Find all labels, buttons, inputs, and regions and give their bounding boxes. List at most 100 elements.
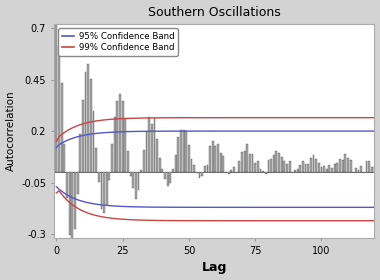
Bar (154, 118, 155, 172)
Bar (175, 155, 177, 172)
Bar (87, 64, 89, 172)
Bar (130, 172, 131, 176)
Bar (297, 169, 299, 172)
Bar (106, 172, 108, 206)
Bar (196, 172, 198, 173)
Bar (350, 160, 352, 172)
Bar (114, 117, 116, 172)
Bar (71, 172, 73, 251)
Bar (305, 164, 306, 172)
Bar (244, 151, 245, 172)
Bar (201, 172, 203, 176)
Bar (313, 155, 314, 172)
Bar (315, 158, 317, 172)
Bar (191, 159, 193, 172)
Bar (230, 170, 232, 172)
Bar (95, 148, 97, 172)
Bar (336, 163, 338, 172)
Bar (366, 162, 367, 172)
Bar (162, 169, 163, 172)
Bar (108, 172, 110, 180)
Bar (347, 158, 349, 172)
Bar (326, 169, 328, 172)
Bar (318, 163, 320, 172)
Bar (249, 154, 251, 172)
Bar (331, 168, 333, 172)
Bar (90, 79, 92, 172)
Bar (143, 150, 145, 172)
Bar (116, 101, 118, 172)
Bar (148, 117, 150, 172)
Bar (122, 101, 124, 172)
Bar (342, 160, 344, 172)
Bar (214, 146, 216, 172)
Bar (276, 151, 277, 172)
Bar (283, 161, 285, 172)
Bar (169, 172, 171, 183)
Bar (323, 166, 325, 172)
Bar (156, 139, 158, 172)
Bar (358, 169, 359, 172)
Bar (299, 165, 301, 172)
Bar (159, 158, 161, 172)
Bar (268, 160, 269, 172)
Bar (310, 158, 312, 172)
Bar (124, 118, 126, 172)
Bar (61, 83, 63, 172)
Bar (69, 172, 71, 235)
Bar (273, 155, 275, 172)
Bar (151, 124, 153, 172)
Bar (257, 161, 259, 172)
Bar (172, 169, 174, 172)
Bar (209, 146, 211, 172)
Legend: 95% Confidence Band, 99% Confidence Band: 95% Confidence Band, 99% Confidence Band (58, 28, 178, 56)
Bar (93, 111, 95, 172)
Bar (180, 130, 182, 172)
Bar (135, 172, 137, 199)
Bar (188, 145, 190, 172)
Bar (233, 167, 235, 172)
Bar (363, 172, 365, 173)
Bar (252, 154, 253, 172)
Title: Southern Oscillations: Southern Oscillations (148, 6, 280, 18)
Bar (289, 161, 291, 172)
Bar (74, 172, 76, 230)
Bar (278, 153, 280, 172)
Bar (254, 164, 256, 172)
Bar (58, 46, 60, 172)
Bar (286, 164, 288, 172)
Bar (127, 151, 129, 172)
Bar (199, 172, 200, 178)
Bar (119, 94, 121, 172)
Bar (183, 130, 185, 172)
Bar (270, 159, 272, 172)
Bar (222, 156, 224, 172)
Bar (193, 165, 195, 172)
Bar (228, 172, 230, 174)
Bar (360, 165, 362, 172)
Bar (55, 0, 57, 172)
Bar (371, 167, 373, 172)
Bar (164, 172, 166, 179)
Bar (344, 154, 346, 172)
X-axis label: Lag: Lag (201, 262, 227, 274)
Y-axis label: Autocorrelation: Autocorrelation (6, 91, 16, 171)
Bar (220, 153, 222, 172)
Bar (204, 166, 206, 172)
Bar (302, 161, 304, 172)
Bar (207, 165, 208, 172)
Bar (262, 171, 264, 172)
Bar (260, 169, 261, 172)
Bar (246, 144, 248, 172)
Bar (85, 72, 87, 172)
Bar (103, 172, 105, 213)
Bar (177, 137, 179, 172)
Bar (79, 134, 81, 172)
Bar (355, 168, 357, 172)
Bar (307, 164, 309, 172)
Bar (328, 165, 330, 172)
Bar (339, 160, 341, 172)
Bar (265, 172, 267, 174)
Bar (63, 144, 65, 172)
Bar (217, 144, 219, 172)
